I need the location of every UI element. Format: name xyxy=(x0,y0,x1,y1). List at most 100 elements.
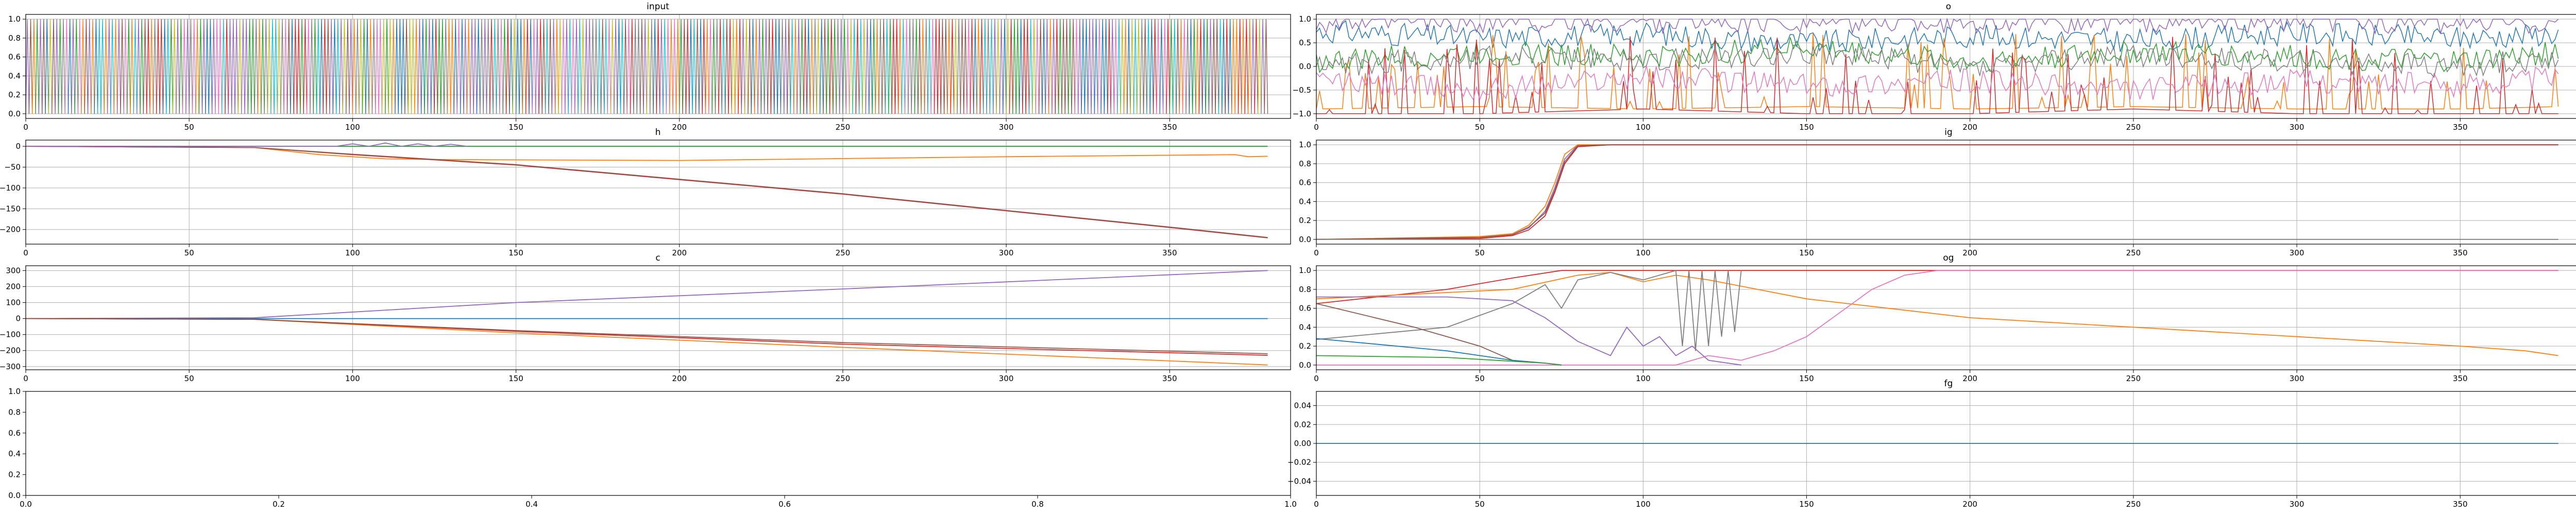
series-line xyxy=(313,19,317,114)
x-tick-label: 50 xyxy=(184,248,194,258)
x-tick-label: 300 xyxy=(2290,123,2304,132)
series-line xyxy=(816,19,821,114)
series-line xyxy=(809,19,814,114)
series-line xyxy=(329,19,333,114)
series-line xyxy=(927,19,931,114)
x-tick-label: 0 xyxy=(1314,123,1319,132)
series-line xyxy=(64,19,69,114)
series-line xyxy=(26,142,467,147)
series-line xyxy=(1120,19,1125,114)
x-tick-label: 0 xyxy=(23,248,28,258)
x-tick-label: 200 xyxy=(672,248,687,258)
series-line xyxy=(300,19,304,114)
series-line xyxy=(1058,19,1062,114)
series-line xyxy=(303,19,308,114)
x-tick-label: 300 xyxy=(2290,248,2304,258)
series-line xyxy=(512,19,517,114)
axes-frame xyxy=(1316,265,2576,370)
series-line xyxy=(179,19,183,114)
series-line xyxy=(277,19,281,114)
series-line xyxy=(581,19,585,114)
series-line xyxy=(993,19,997,114)
x-tick-label: 100 xyxy=(345,248,360,258)
series-line xyxy=(911,19,916,114)
series-line xyxy=(1208,19,1213,114)
series-line xyxy=(100,19,105,114)
series-line xyxy=(731,19,736,114)
y-tick-label: 0.04 xyxy=(1294,401,1311,410)
series-line xyxy=(1078,19,1082,114)
x-tick-label: 150 xyxy=(1799,248,1814,258)
series-line xyxy=(437,19,442,114)
series-line xyxy=(594,19,598,114)
series-line xyxy=(790,19,794,114)
series-line xyxy=(1231,19,1235,114)
series-line xyxy=(290,19,294,114)
y-tick-label: 0.8 xyxy=(8,33,21,43)
series-line xyxy=(185,19,190,114)
series-line xyxy=(169,19,174,114)
series-line xyxy=(257,19,262,114)
series-line xyxy=(751,19,755,114)
series-line xyxy=(1192,19,1196,114)
series-line xyxy=(434,19,438,114)
series-line xyxy=(378,19,383,114)
series-line xyxy=(584,19,588,114)
series-line xyxy=(1074,19,1079,114)
series-line xyxy=(950,19,955,114)
series-line xyxy=(1052,19,1056,114)
title-h: h xyxy=(655,127,661,138)
series-line xyxy=(999,19,1004,114)
series-line xyxy=(91,19,95,114)
series-line xyxy=(453,19,458,114)
y-tick-label: 1.0 xyxy=(1299,140,1311,149)
series-line xyxy=(1061,19,1065,114)
series-line xyxy=(1264,19,1268,114)
series-line xyxy=(633,19,637,114)
x-tick-label: 0 xyxy=(1314,248,1319,258)
series-line xyxy=(986,19,991,114)
subplot-ig: ig 0 50 100 150 200 250 300 350 0.0 0.2 0.4 0.6 0.8 1… xyxy=(1299,127,2576,258)
series-line xyxy=(636,19,641,114)
series-line xyxy=(274,19,278,114)
series-line xyxy=(244,19,249,114)
series-line xyxy=(261,19,265,114)
series-line xyxy=(1015,19,1020,114)
y-tick-label: 0 xyxy=(15,314,21,323)
y-tick-label: 0.00 xyxy=(1294,439,1311,448)
series-line xyxy=(362,19,366,114)
x-tick-label: 50 xyxy=(1475,500,1485,509)
series-line xyxy=(483,19,487,114)
series-line xyxy=(241,19,245,114)
series-line xyxy=(1019,19,1023,114)
series-line xyxy=(189,19,193,114)
series-line xyxy=(1097,19,1101,114)
x-tick-label: 0.0 xyxy=(20,500,32,509)
x-tick-label: 250 xyxy=(836,248,851,258)
y-tick-label: −200 xyxy=(0,225,21,234)
series-line xyxy=(1222,19,1226,114)
series-line xyxy=(1022,19,1026,114)
series-line xyxy=(61,19,65,114)
y-tick-label: 100 xyxy=(6,298,21,307)
series-line xyxy=(385,19,389,114)
series-line xyxy=(587,19,592,114)
series-line xyxy=(1159,19,1164,114)
series-line xyxy=(888,19,892,114)
series-line xyxy=(571,19,575,114)
series-line xyxy=(231,19,235,114)
series-line xyxy=(529,19,533,114)
series-line xyxy=(365,19,369,114)
series-line xyxy=(705,19,709,114)
series-line xyxy=(764,19,768,114)
series-line xyxy=(1316,270,2558,366)
series-line xyxy=(127,19,131,114)
series-line xyxy=(1176,19,1180,114)
series-line xyxy=(505,19,510,114)
series-line xyxy=(1316,20,2559,53)
series-line xyxy=(130,19,134,114)
series-line xyxy=(541,19,546,114)
series-line xyxy=(388,19,393,114)
series-line xyxy=(286,19,291,114)
y-tick-label: 0.2 xyxy=(1299,216,1311,225)
